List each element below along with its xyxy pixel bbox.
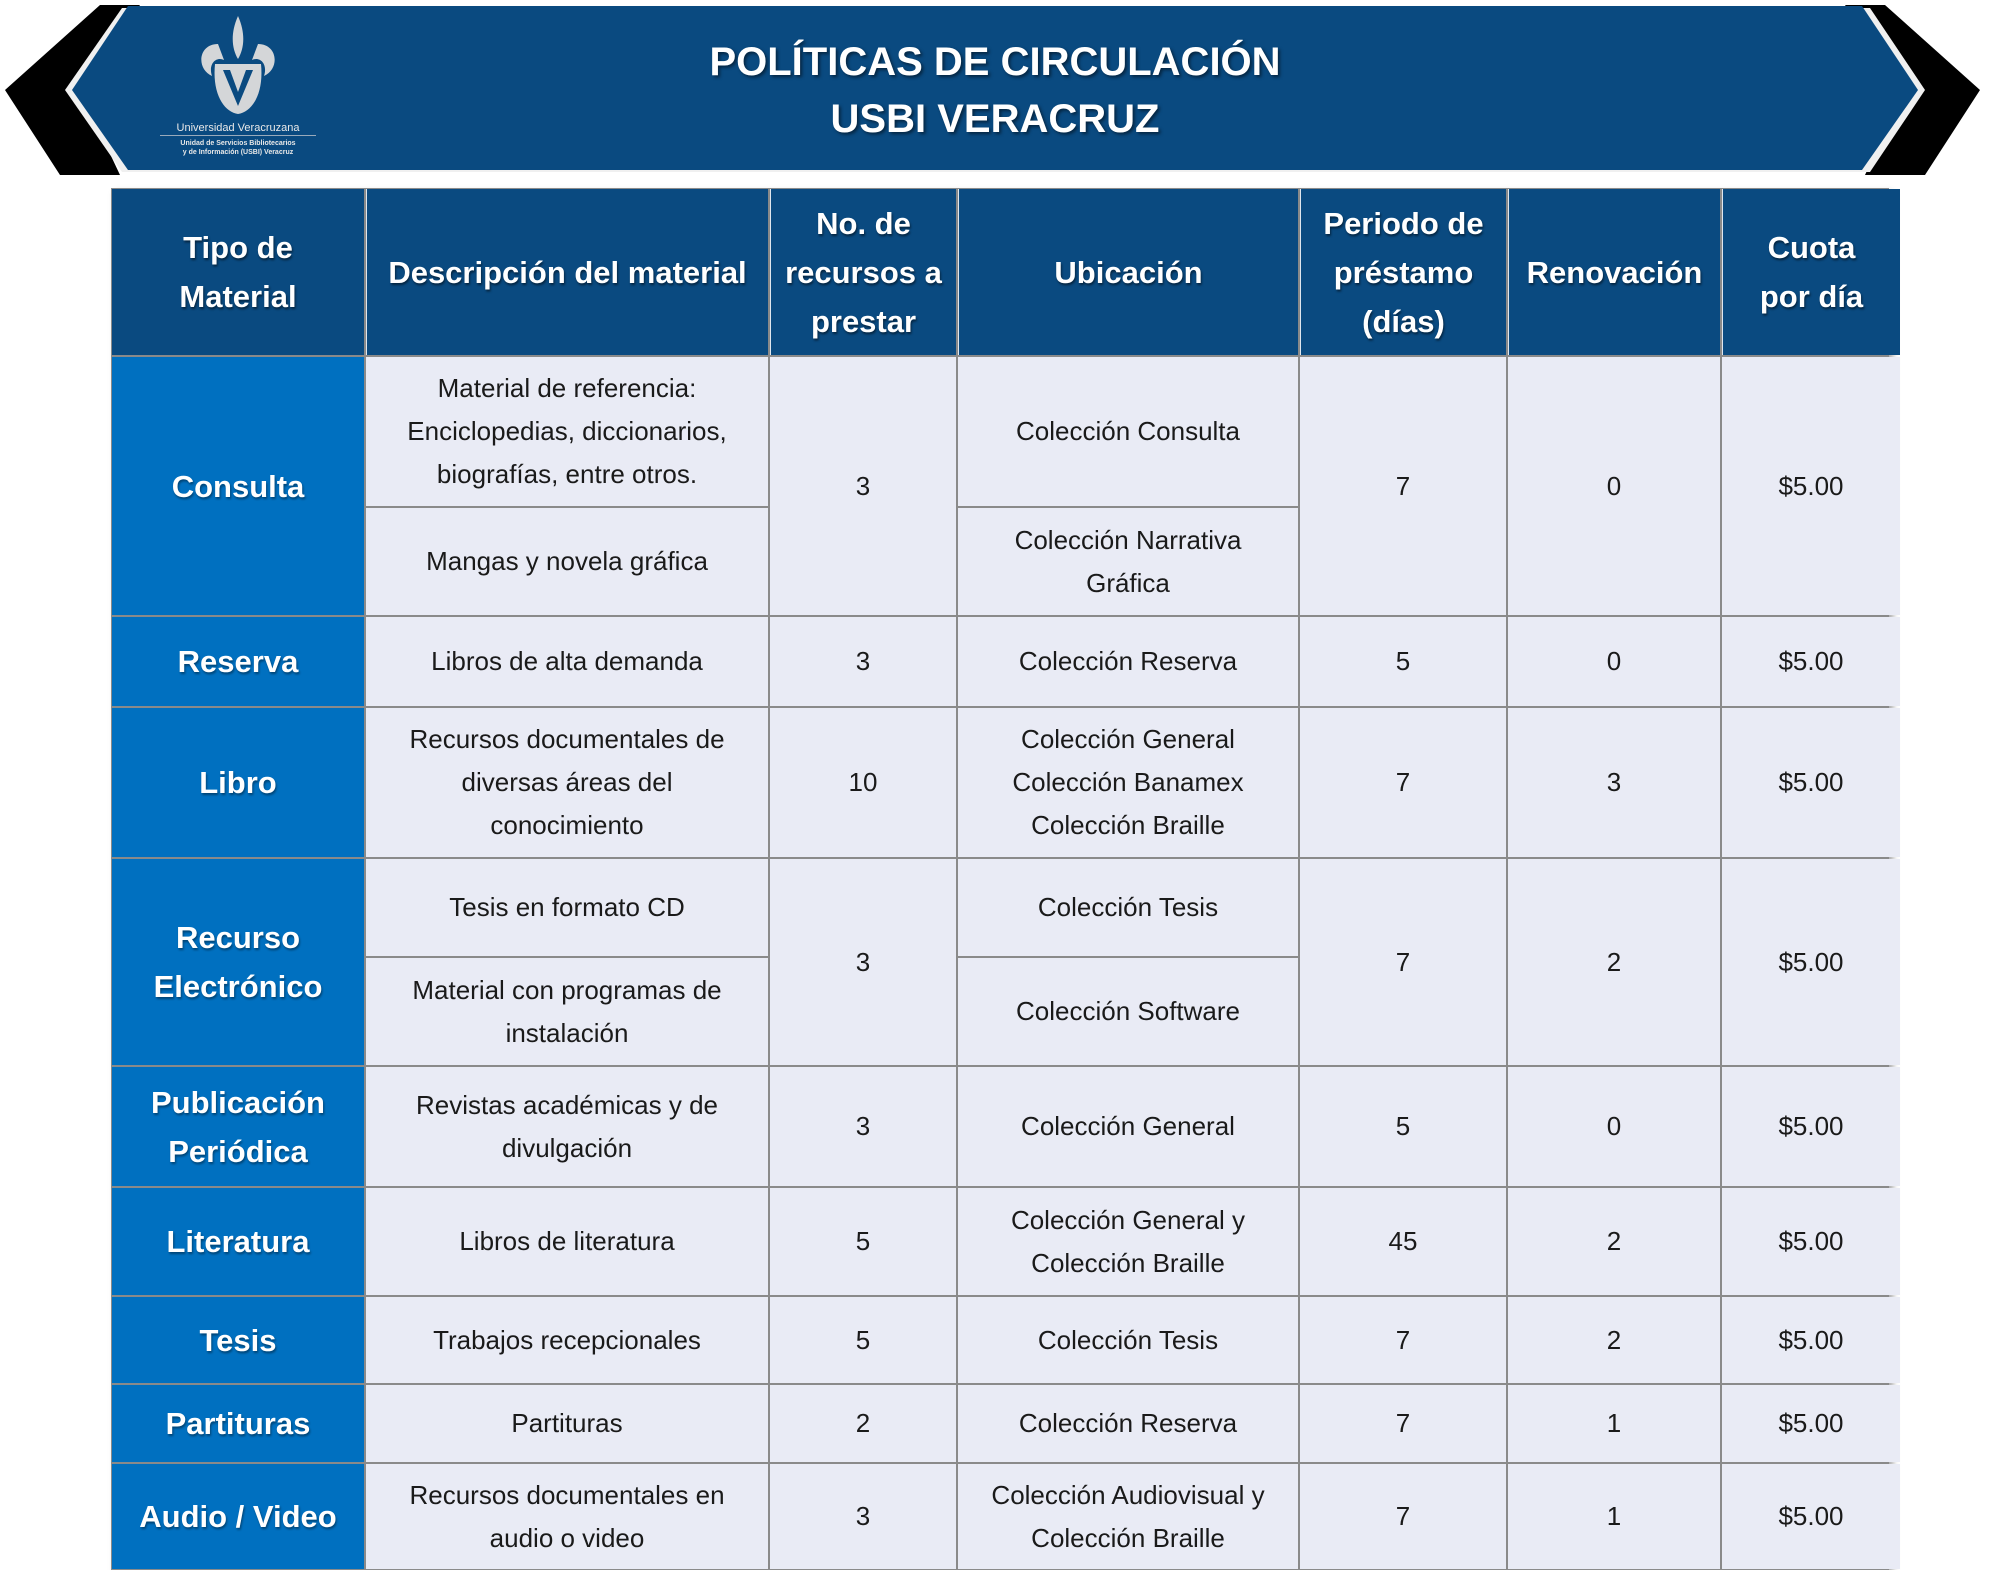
cuota-cell: $5.00 [1722,859,1900,1065]
periodo-cell: 7 [1300,859,1506,1065]
cuota-cell: $5.00 [1722,1385,1900,1462]
header-renovacion: Renovación [1508,189,1720,355]
tipo-cell: Libro [112,708,364,857]
renovacion-cell: 0 [1508,357,1720,615]
renovacion-cell: 0 [1508,1067,1720,1186]
cuota-cell: $5.00 [1722,1297,1900,1383]
cuota-cell: $5.00 [1722,1188,1900,1295]
tipo-cell: Publicación Periódica [112,1067,364,1186]
ubicacion-cell: Colección General [958,1067,1298,1186]
header-ubicacion: Ubicación [958,189,1298,355]
ubicacion-cell: Colección General y Colección Braille [958,1188,1298,1295]
renovacion-cell: 1 [1508,1464,1720,1569]
descripcion-cell: Tesis en formato CD [366,859,768,956]
recursos-cell: 3 [770,1067,956,1186]
recursos-cell: 3 [770,1464,956,1569]
recursos-cell: 2 [770,1385,956,1462]
renovacion-cell: 1 [1508,1385,1720,1462]
descripcion-cell: Mangas y novela gráfica [366,508,768,615]
recursos-cell: 3 [770,357,956,615]
tipo-cell: Tesis [112,1297,364,1383]
ubicacion-cell: Colección Software [958,958,1298,1065]
universidad-veracruzana-logo: Universidad Veracruzana Unidad de Servic… [160,14,316,164]
title-banner: Universidad Veracruzana Unidad de Servic… [0,0,2000,180]
periodo-cell: 45 [1300,1188,1506,1295]
header-cuota: Cuota por día [1722,189,1900,355]
recursos-cell: 5 [770,1297,956,1383]
ubicacion-cell: Colección Tesis [958,859,1298,956]
renovacion-cell: 2 [1508,1188,1720,1295]
ubicacion-cell: Colección Consulta [958,357,1298,506]
descripcion-cell: Partituras [366,1385,768,1462]
periodo-cell: 5 [1300,1067,1506,1186]
tipo-cell: Reserva [112,617,364,706]
header-periodo: Periodo de préstamo (días) [1300,189,1506,355]
cuota-cell: $5.00 [1722,708,1900,857]
fleur-de-lis-v-icon [201,16,275,114]
tipo-cell: Audio / Video [112,1464,364,1569]
cuota-cell: $5.00 [1722,1464,1900,1569]
tipo-cell: Consulta [112,357,364,615]
logo-subtitle: Unidad de Servicios Bibliotecarios y de … [180,140,296,156]
periodo-cell: 7 [1300,708,1506,857]
title-line-1: POLÍTICAS DE CIRCULACIÓN [709,40,1281,84]
recursos-cell: 3 [770,617,956,706]
periodo-cell: 7 [1300,1385,1506,1462]
periodo-cell: 7 [1300,1464,1506,1569]
renovacion-cell: 2 [1508,1297,1720,1383]
tipo-cell: Literatura [112,1188,364,1295]
recursos-cell: 5 [770,1188,956,1295]
header-descripcion: Descripción del material [366,189,768,355]
descripcion-cell: Libros de literatura [366,1188,768,1295]
cuota-cell: $5.00 [1722,617,1900,706]
ubicacion-cell: Colección General Colección Banamex Cole… [958,708,1298,857]
descripcion-cell: Recursos documentales de diversas áreas … [366,708,768,857]
header-tipo: Tipo de Material [112,189,364,355]
descripcion-cell: Revistas académicas y de divulgación [366,1067,768,1186]
descripcion-cell: Libros de alta demanda [366,617,768,706]
page-title: POLÍTICAS DE CIRCULACIÓN USBI VERACRUZ [600,34,1390,148]
descripcion-cell: Material con programas de instalación [366,958,768,1065]
tipo-cell: Partituras [112,1385,364,1462]
renovacion-cell: 0 [1508,617,1720,706]
header-recursos: No. de recursos a prestar [770,189,956,355]
descripcion-cell: Recursos documentales en audio o video [366,1464,768,1569]
descripcion-cell: Material de referencia: Enciclopedias, d… [366,357,768,506]
periodo-cell: 7 [1300,1297,1506,1383]
ubicacion-cell: Colección Tesis [958,1297,1298,1383]
banner-shape [5,5,1980,175]
title-line-2: USBI VERACRUZ [830,97,1160,141]
periodo-cell: 5 [1300,617,1506,706]
periodo-cell: 7 [1300,357,1506,615]
renovacion-cell: 2 [1508,859,1720,1065]
cuota-cell: $5.00 [1722,1067,1900,1186]
circulation-policies-table: Tipo de Material Descripción del materia… [111,188,1900,1570]
recursos-cell: 10 [770,708,956,857]
logo-name: Universidad Veracruzana [160,122,316,136]
ubicacion-cell: Colección Audiovisual y Colección Braill… [958,1464,1298,1569]
ubicacion-cell: Colección Narrativa Gráfica [958,508,1298,615]
renovacion-cell: 3 [1508,708,1720,857]
descripcion-cell: Trabajos recepcionales [366,1297,768,1383]
tipo-cell: Recurso Electrónico [112,859,364,1065]
cuota-cell: $5.00 [1722,357,1900,615]
ubicacion-cell: Colección Reserva [958,617,1298,706]
ubicacion-cell: Colección Reserva [958,1385,1298,1462]
recursos-cell: 3 [770,859,956,1065]
